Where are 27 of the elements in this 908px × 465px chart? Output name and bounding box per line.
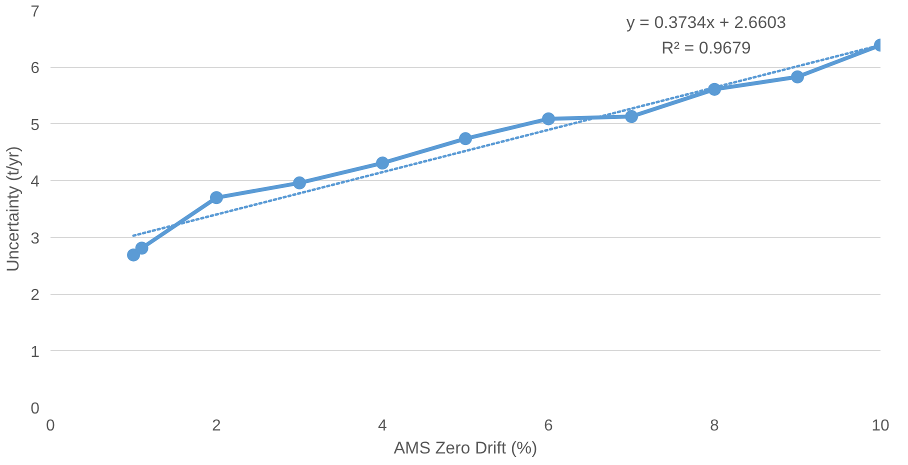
point [625, 110, 638, 124]
point [210, 191, 223, 204]
x-tick-label: 8 [710, 418, 720, 434]
x-tick-label: 10 [872, 418, 890, 434]
y-tick-label: 5 [30, 116, 40, 134]
point [293, 176, 306, 190]
point [127, 248, 140, 262]
y-tick-label: 6 [30, 60, 40, 78]
point [135, 242, 148, 255]
y-axis-title: Uncertainty (t/yr) [4, 146, 23, 272]
point [542, 112, 555, 126]
annotation: y = 0.3734x + 2.6603 [626, 12, 786, 32]
x-tick-label: 4 [378, 418, 388, 434]
point [791, 70, 804, 84]
x-axis-title: AMS Zero Drift (%) [394, 438, 538, 458]
y-tick-label: 1 [30, 344, 40, 361]
x-tick-label: 6 [544, 418, 554, 434]
y-tick-label: 3 [30, 230, 40, 248]
x-tick-label: 2 [212, 418, 222, 434]
point [459, 132, 472, 146]
x-tick-label: 0 [46, 418, 56, 434]
annotation: R² = 0.9679 [662, 38, 751, 58]
point [376, 156, 389, 170]
y-tick-label: 4 [30, 174, 40, 191]
y-tick-label: 2 [30, 287, 40, 304]
y-tick-label: 0 [30, 400, 40, 418]
y-tick-label: 7 [30, 4, 40, 20]
